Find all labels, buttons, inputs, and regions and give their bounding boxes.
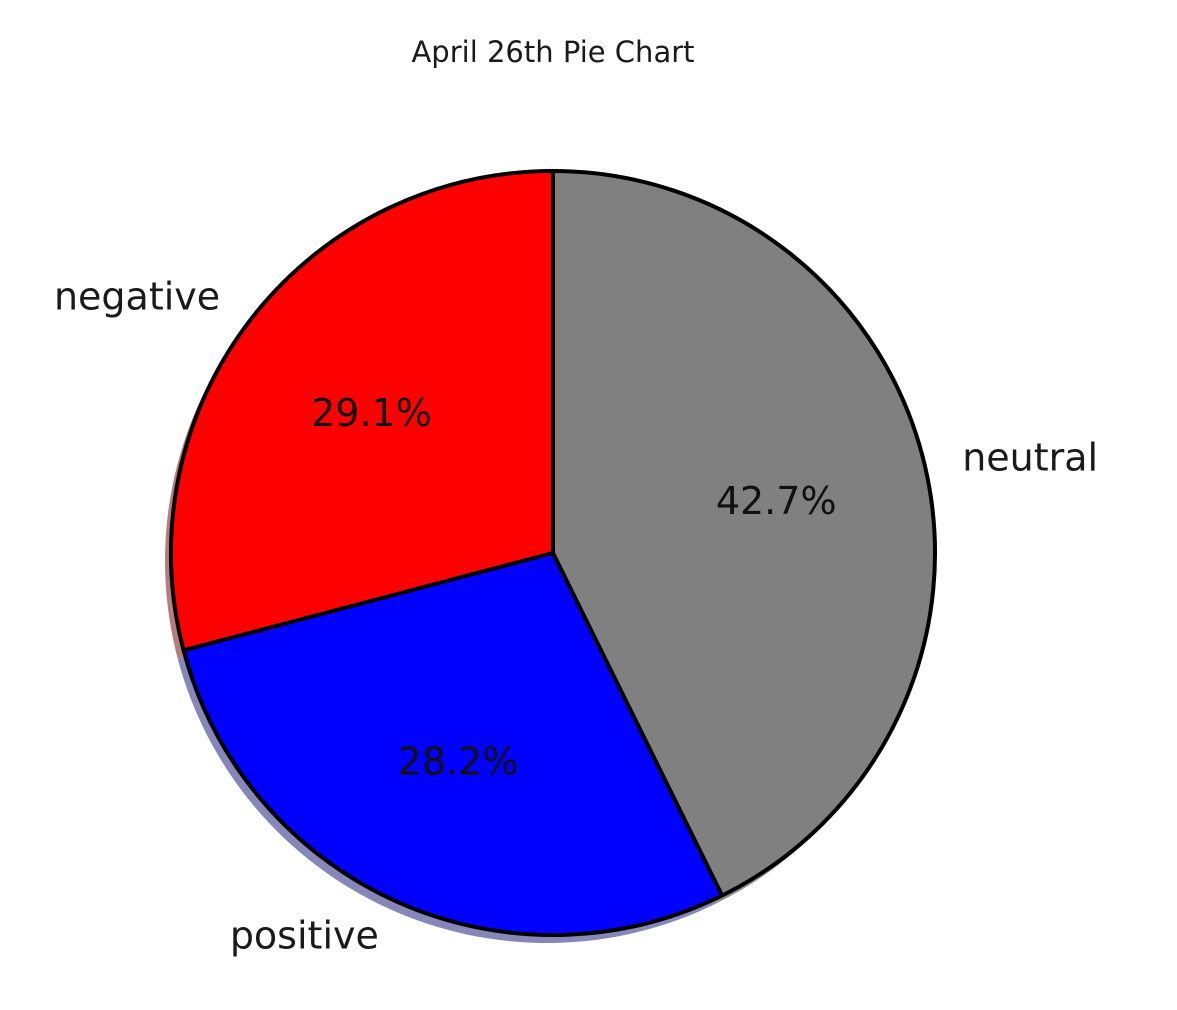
pct-label-negative: 29.1%	[311, 391, 432, 435]
pie-slice-neutral	[551, 169, 937, 898]
pie-slice-negative	[169, 169, 555, 653]
pct-label-positive: 28.2%	[398, 740, 519, 784]
pie-slices	[169, 169, 937, 937]
slice-label-negative: negative	[54, 275, 220, 319]
slice-label-positive: positive	[230, 913, 379, 957]
pie-slice-positive	[181, 551, 725, 937]
pct-label-neutral: 42.7%	[716, 479, 837, 523]
slice-label-neutral: neutral	[962, 435, 1098, 479]
pie-labels: negative 29.1% positive 28.2% neutral 42.7%	[54, 275, 1098, 958]
chart-title: April 26th Pie Chart	[411, 35, 694, 69]
